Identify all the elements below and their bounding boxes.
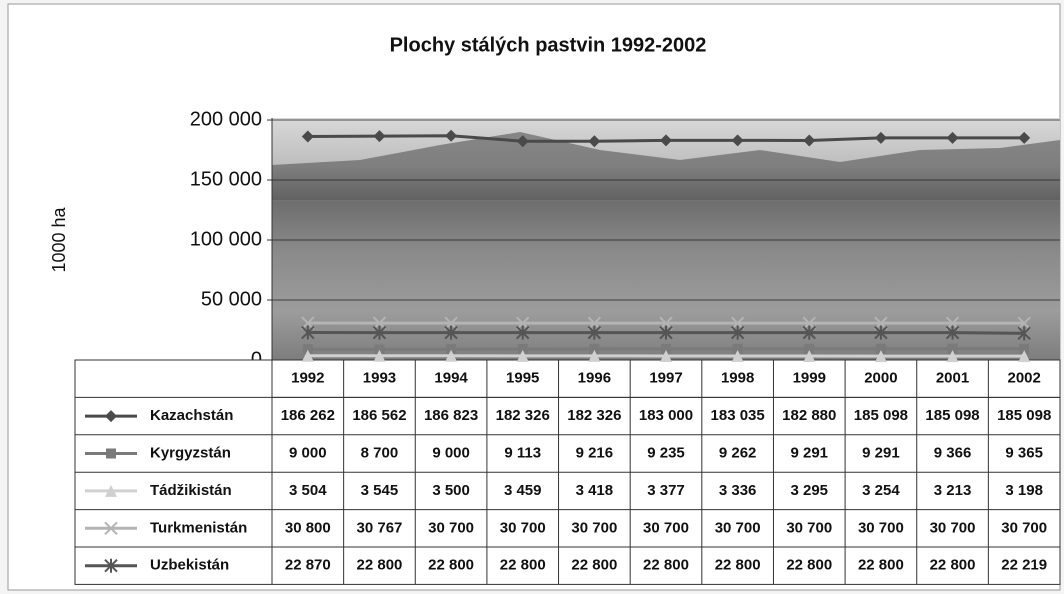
table-value: 185 098 bbox=[997, 407, 1051, 424]
table-value: 182 880 bbox=[782, 407, 836, 424]
table-value: 182 326 bbox=[496, 407, 550, 424]
table-value: 183 035 bbox=[711, 407, 765, 424]
table-value: 3 295 bbox=[790, 482, 828, 499]
chart-title: Plochy stálých pastvin 1992-2002 bbox=[390, 34, 707, 56]
legend-label: Kazachstán bbox=[150, 407, 233, 424]
table-value: 22 870 bbox=[285, 557, 331, 574]
table-value: 8 700 bbox=[361, 444, 399, 461]
table-value: 3 254 bbox=[862, 482, 900, 499]
table-value: 30 700 bbox=[571, 519, 617, 536]
table-value: 9 291 bbox=[862, 444, 900, 461]
table-value: 22 800 bbox=[428, 557, 474, 574]
table-value: 3 377 bbox=[647, 482, 685, 499]
table-value: 22 800 bbox=[786, 557, 832, 574]
x-tick-label: 1999 bbox=[793, 370, 826, 387]
table-value: 30 700 bbox=[786, 519, 832, 536]
table-value: 30 700 bbox=[1001, 519, 1047, 536]
x-tick-label: 1993 bbox=[363, 370, 396, 387]
table-value: 3 336 bbox=[719, 482, 757, 499]
table-value: 22 800 bbox=[500, 557, 546, 574]
y-tick-label: 150 000 bbox=[190, 168, 262, 190]
table-value: 22 800 bbox=[571, 557, 617, 574]
table-value: 3 198 bbox=[1005, 482, 1043, 499]
legend-label: Uzbekistán bbox=[150, 557, 229, 574]
table-value: 186 262 bbox=[281, 407, 335, 424]
x-tick-label: 1994 bbox=[434, 370, 468, 387]
table-value: 9 365 bbox=[1005, 444, 1043, 461]
table-value: 22 800 bbox=[930, 557, 976, 574]
y-axis-label: 1000 ha bbox=[49, 206, 69, 272]
table-value: 22 219 bbox=[1001, 557, 1047, 574]
table-value: 185 098 bbox=[925, 407, 979, 424]
table-value: 3 213 bbox=[934, 482, 972, 499]
x-tick-label: 1992 bbox=[291, 370, 324, 387]
table-value: 30 700 bbox=[643, 519, 689, 536]
table-value: 185 098 bbox=[854, 407, 908, 424]
table-value: 9 000 bbox=[432, 444, 470, 461]
table-value: 30 800 bbox=[285, 519, 331, 536]
table-value: 186 562 bbox=[352, 407, 406, 424]
table-value: 9 366 bbox=[934, 444, 972, 461]
table-value: 186 823 bbox=[424, 407, 478, 424]
table-value: 30 700 bbox=[500, 519, 546, 536]
table-value: 3 500 bbox=[432, 482, 470, 499]
table-value: 30 700 bbox=[428, 519, 474, 536]
x-tick-label: 1997 bbox=[649, 370, 682, 387]
legend-marker bbox=[106, 449, 116, 459]
x-tick-label: 1996 bbox=[578, 370, 611, 387]
y-tick-label: 100 000 bbox=[190, 228, 262, 250]
x-tick-label: 2001 bbox=[936, 370, 969, 387]
table-value: 22 800 bbox=[858, 557, 904, 574]
y-tick-label: 50 000 bbox=[201, 288, 262, 310]
table-value: 9 000 bbox=[289, 444, 327, 461]
x-tick-label: 2000 bbox=[864, 370, 897, 387]
table-value: 9 235 bbox=[647, 444, 685, 461]
table-value: 22 800 bbox=[357, 557, 403, 574]
table-value: 22 800 bbox=[643, 557, 689, 574]
legend-label: Kyrgyzstán bbox=[150, 444, 231, 461]
table-value: 9 113 bbox=[504, 444, 541, 461]
table-value: 3 459 bbox=[504, 482, 542, 499]
table-value: 3 504 bbox=[289, 482, 327, 499]
table-value: 30 767 bbox=[357, 519, 403, 536]
x-tick-label: 2002 bbox=[1007, 370, 1040, 387]
table-value: 9 216 bbox=[576, 444, 614, 461]
table-value: 30 700 bbox=[858, 519, 904, 536]
table-value: 30 700 bbox=[930, 519, 976, 536]
legend-label: Tádžikistán bbox=[150, 482, 232, 499]
table-value: 9 262 bbox=[719, 444, 757, 461]
table-value: 9 291 bbox=[790, 444, 828, 461]
table-value: 182 326 bbox=[567, 407, 621, 424]
table-value: 3 418 bbox=[576, 482, 614, 499]
x-tick-label: 1995 bbox=[506, 370, 539, 387]
table-value: 183 000 bbox=[639, 407, 693, 424]
y-tick-label: 200 000 bbox=[190, 108, 262, 130]
legend-label: Turkmenistán bbox=[150, 519, 247, 536]
table-value: 30 700 bbox=[715, 519, 761, 536]
table-value: 3 545 bbox=[361, 482, 399, 499]
x-tick-label: 1998 bbox=[721, 370, 754, 387]
table-value: 22 800 bbox=[715, 557, 761, 574]
chart: Plochy stálých pastvin 1992-2002 1000 ha… bbox=[0, 0, 1064, 594]
